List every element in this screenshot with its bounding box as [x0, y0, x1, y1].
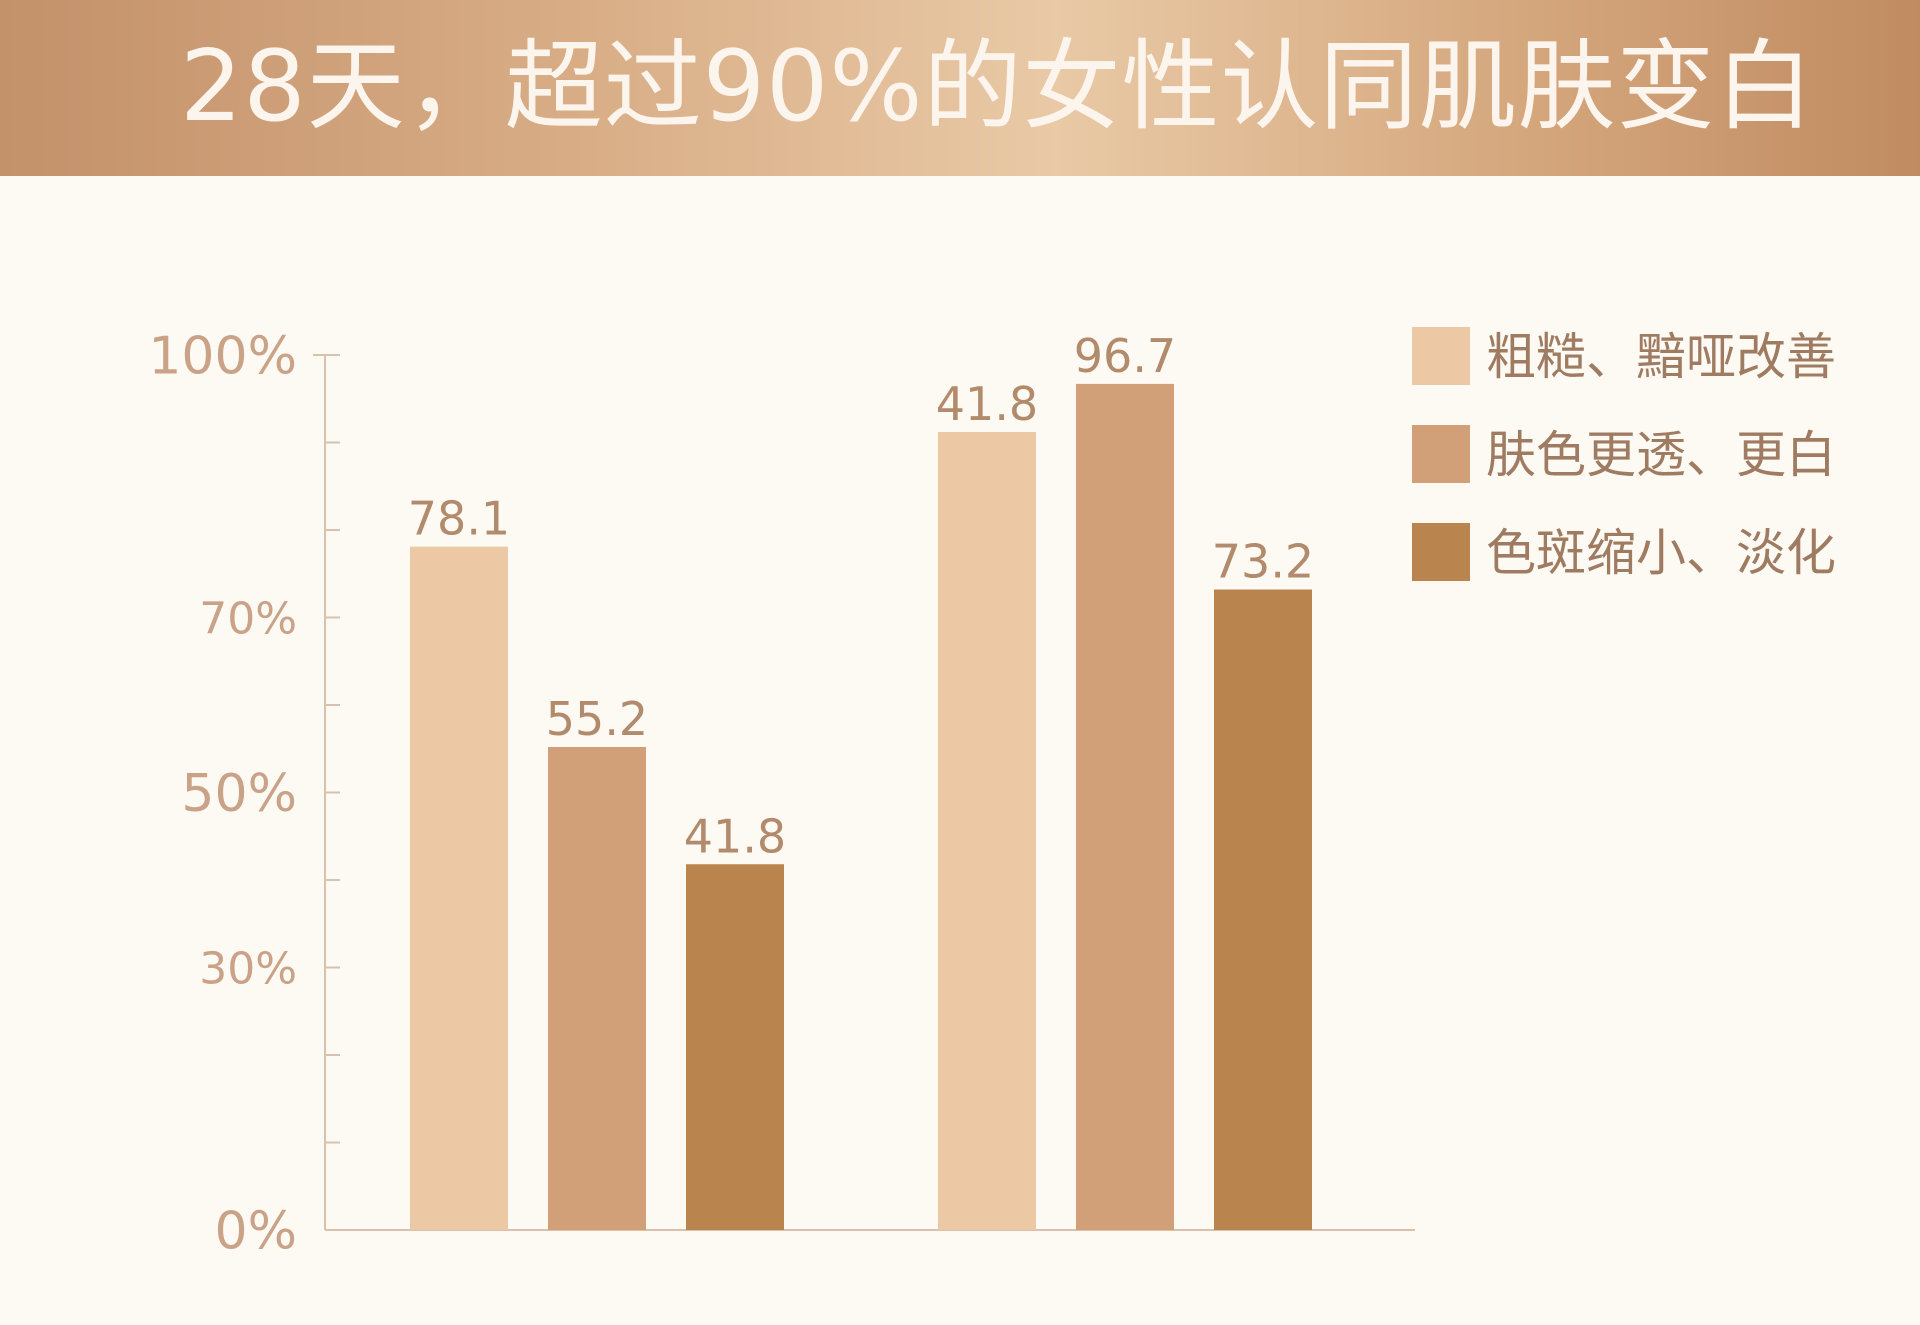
legend-label: 肤色更透、更白 — [1486, 426, 1836, 484]
y-tick-label: 30% — [199, 943, 297, 994]
bar — [686, 864, 784, 1230]
legend-swatch — [1412, 523, 1470, 581]
legend-label: 粗糙、黯哑改善 — [1486, 328, 1836, 386]
bar — [410, 546, 508, 1230]
bar — [548, 747, 646, 1230]
bar-value-label: 78.1 — [408, 492, 510, 546]
legend-label: 色斑缩小、淡化 — [1486, 524, 1836, 582]
bar-value-label: 96.7 — [1074, 329, 1176, 383]
title-banner: 28天，超过90%的女性认同肌肤变白 — [0, 0, 1920, 176]
bar-value-label: 41.8 — [684, 809, 786, 863]
chart-title: 28天，超过90%的女性认同肌肤变白 — [180, 30, 1815, 144]
y-tick-label: 50% — [181, 764, 297, 824]
legend-swatch — [1412, 425, 1470, 483]
y-tick-label: 70% — [199, 593, 297, 644]
bar-value-label: 41.8 — [936, 377, 1038, 431]
y-tick-label: 0% — [215, 1202, 298, 1262]
bar-value-label: 73.2 — [1212, 535, 1314, 589]
y-tick-label: 100% — [148, 327, 297, 387]
bar-value-label: 55.2 — [546, 692, 648, 746]
bar — [1076, 383, 1174, 1230]
bar — [938, 432, 1036, 1230]
legend-swatch — [1412, 327, 1470, 385]
bar — [1214, 589, 1312, 1230]
